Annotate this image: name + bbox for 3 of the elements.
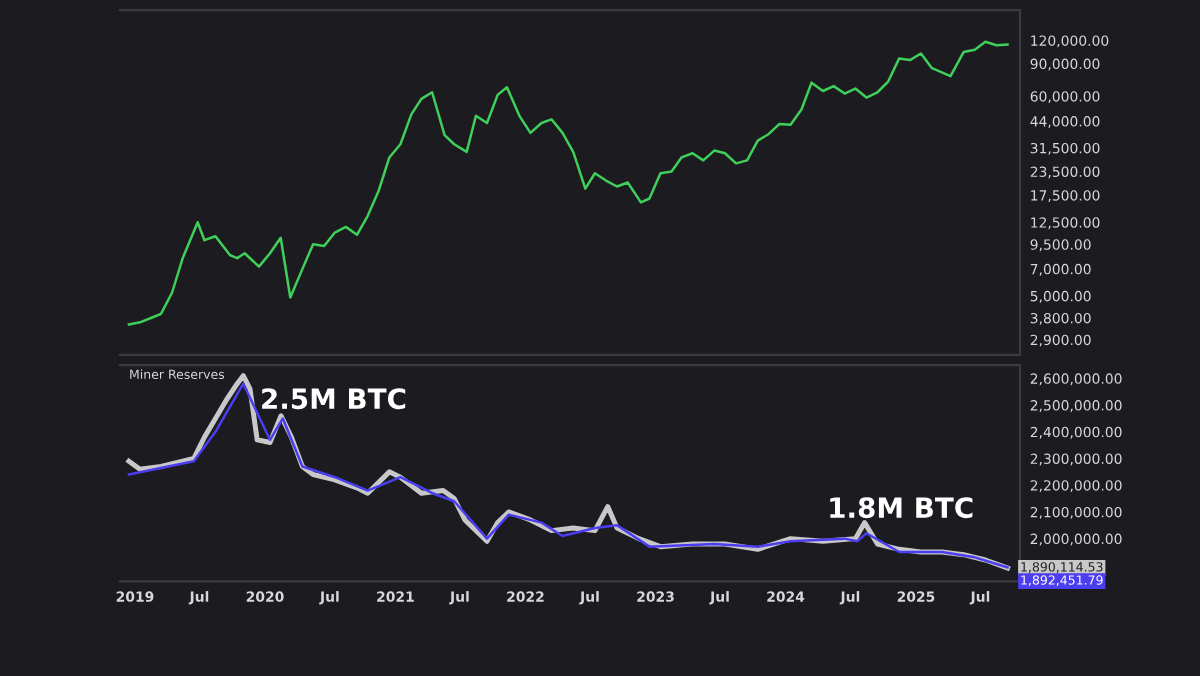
annotation: 1.8M BTC <box>830 497 973 519</box>
annotation: 2.5M BTC <box>262 388 406 410</box>
line-series <box>127 40 1009 326</box>
